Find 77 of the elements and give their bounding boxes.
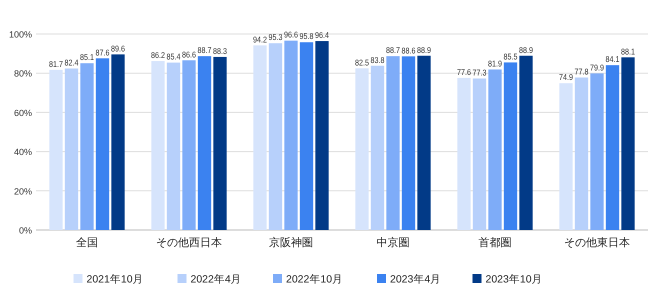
data-label: 77.8	[574, 66, 592, 77]
y-tick-label: 40%	[14, 147, 32, 158]
data-label: 96.4	[315, 30, 332, 40]
bar	[574, 78, 588, 230]
bar	[417, 56, 431, 230]
data-label: 95.8	[300, 31, 316, 42]
bar	[504, 62, 518, 230]
data-label: 82.4	[64, 57, 82, 68]
bar	[559, 83, 573, 230]
bar	[213, 56, 227, 230]
data-label: 81.7	[49, 58, 66, 69]
data-label: 77.3	[472, 67, 490, 78]
data-label: 88.1	[621, 46, 638, 56]
data-label: 88.6	[402, 45, 418, 56]
bar	[49, 70, 63, 230]
data-label: 83.8	[370, 54, 388, 65]
legend-label: 2022年10月	[286, 274, 344, 286]
x-tick-label: 中京圏	[376, 236, 410, 249]
legend-label: 2021年10月	[86, 274, 144, 286]
bar	[621, 57, 635, 230]
bar	[386, 56, 400, 230]
x-tick-label: 全国	[76, 237, 98, 249]
y-tick-label: 60%	[14, 108, 32, 118]
bar	[472, 78, 486, 230]
bar	[370, 66, 384, 230]
data-label: 85.4	[166, 52, 184, 62]
bar	[457, 78, 471, 230]
data-label: 95.3	[268, 32, 286, 42]
data-label: 81.9	[488, 58, 505, 68]
data-label: 88.7	[198, 45, 214, 56]
data-label: 85.5	[504, 51, 520, 62]
data-label: 87.6	[96, 47, 112, 58]
legend-label: 2023年4月	[390, 274, 442, 286]
x-tick-label: 首都圏	[478, 236, 512, 249]
y-tick-label: 0%	[18, 226, 32, 236]
bar	[300, 42, 314, 230]
legend-label: 2023年10月	[486, 274, 543, 286]
data-label: 86.6	[182, 49, 199, 60]
bar	[402, 56, 416, 230]
bar	[253, 45, 267, 230]
data-label: 88.9	[519, 44, 536, 55]
x-tick-label: 京阪神圏	[269, 236, 313, 249]
data-label: 89.6	[111, 43, 128, 54]
bar	[519, 56, 533, 230]
y-tick-label: 100%	[8, 30, 32, 40]
data-label: 88.3	[213, 46, 230, 56]
data-label: 86.2	[151, 50, 168, 60]
data-label: 85.1	[80, 52, 97, 62]
data-label: 74.9	[559, 72, 576, 82]
bar	[182, 60, 196, 230]
x-tick-label: その他西日本	[156, 236, 222, 249]
data-label: 84.1	[606, 54, 622, 64]
bar	[111, 54, 125, 230]
bar	[315, 41, 329, 230]
data-label: 88.9	[417, 44, 434, 55]
bar	[96, 58, 110, 230]
bar	[166, 62, 180, 230]
data-label: 96.6	[284, 30, 301, 40]
bar	[488, 69, 502, 230]
bar	[268, 43, 282, 230]
bar	[64, 68, 78, 230]
bar	[355, 68, 369, 230]
data-label: 88.7	[386, 45, 403, 56]
bar	[151, 61, 165, 230]
data-label: 82.5	[355, 57, 372, 68]
data-label: 79.9	[590, 62, 607, 72]
data-label: 94.2	[253, 34, 270, 44]
bar	[80, 63, 94, 230]
y-tick-label: 80%	[14, 68, 32, 79]
bar	[198, 56, 212, 230]
bar	[284, 40, 298, 230]
bar	[606, 65, 620, 230]
y-tick-label: 20%	[14, 186, 32, 196]
data-label: 77.6	[457, 66, 474, 77]
bar	[590, 73, 604, 230]
x-tick-label: その他東日本	[564, 236, 630, 249]
legend-label: 2022年4月	[190, 274, 242, 286]
